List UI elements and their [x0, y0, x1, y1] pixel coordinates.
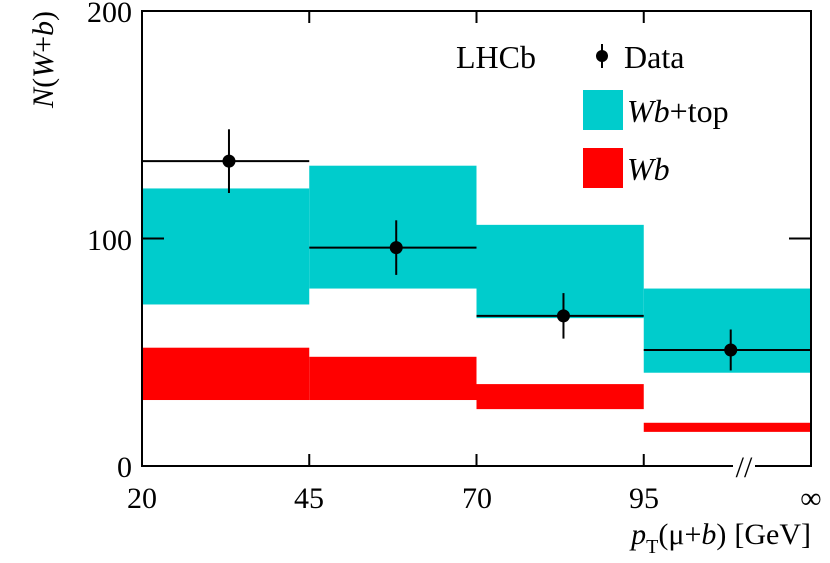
y-title-plus: + [27, 36, 60, 53]
x-title-open: ( [658, 518, 668, 551]
x-title-sub: T [646, 536, 658, 558]
y-axis-title: N(W+b) [27, 11, 60, 109]
y-tick-label-2: 200 [87, 0, 132, 29]
y-title-N: N [27, 86, 60, 109]
x-title-unit: [GeV] [734, 518, 811, 551]
y-title-open: ( [27, 78, 60, 88]
band-wb-top-bin-3 [643, 288, 811, 373]
bands-layer [142, 165, 811, 432]
axis-break-gap [733, 460, 755, 472]
legend-swatch-wb [583, 148, 623, 188]
x-tick-label-2: 70 [462, 482, 492, 515]
x-tick-label-3: 95 [629, 482, 659, 515]
band-wb-top-bin-0 [142, 188, 310, 305]
band-wb-bin-0 [142, 347, 310, 401]
x-axis-title: pT(μ+b) [GeV] [629, 518, 811, 558]
y-tick-label-0: 0 [117, 451, 132, 484]
x-title-b: b [701, 518, 716, 551]
y-title-W: W [27, 50, 60, 78]
legend: Data Wb+top Wb [583, 39, 729, 188]
y-title-close: ) [27, 11, 60, 21]
experiment-label: LHCb [456, 39, 536, 75]
band-wb-top-bin-2 [476, 224, 644, 319]
axis-break-marker: // [736, 451, 753, 484]
band-wb-top-bin-1 [309, 165, 477, 289]
x-tick-label-1: 45 [294, 482, 324, 515]
y-tick-label-1: 100 [87, 224, 132, 257]
band-wb-bin-1 [309, 356, 477, 401]
band-wb-bin-2 [476, 384, 644, 410]
axis-ticks [142, 10, 811, 467]
x-tick-label-4: ∞ [800, 482, 821, 515]
legend-wb-main: Wb [627, 151, 670, 187]
data-point-2 [556, 309, 570, 323]
legend-wb-top-main: Wb [627, 93, 670, 129]
data-point-3 [724, 343, 738, 357]
x-title-p: p [629, 518, 646, 551]
x-title-close: ) [716, 518, 726, 551]
data-point-1 [389, 241, 403, 255]
legend-wb-label: Wb [627, 151, 670, 187]
x-title-plus: + [684, 518, 701, 551]
y-title-b: b [27, 21, 60, 36]
band-wb-bin-3 [643, 422, 811, 432]
legend-data-marker [596, 50, 608, 62]
x-title-mu: μ [668, 518, 684, 551]
legend-swatch-wb-top [583, 90, 623, 130]
legend-wb-top-suffix: +top [670, 93, 729, 129]
x-tick-label-0: 20 [127, 482, 157, 515]
data-point-0 [222, 154, 236, 168]
legend-wb-top-label: Wb+top [627, 93, 729, 129]
data-points-layer [142, 129, 811, 371]
legend-data-label: Data [624, 39, 684, 75]
